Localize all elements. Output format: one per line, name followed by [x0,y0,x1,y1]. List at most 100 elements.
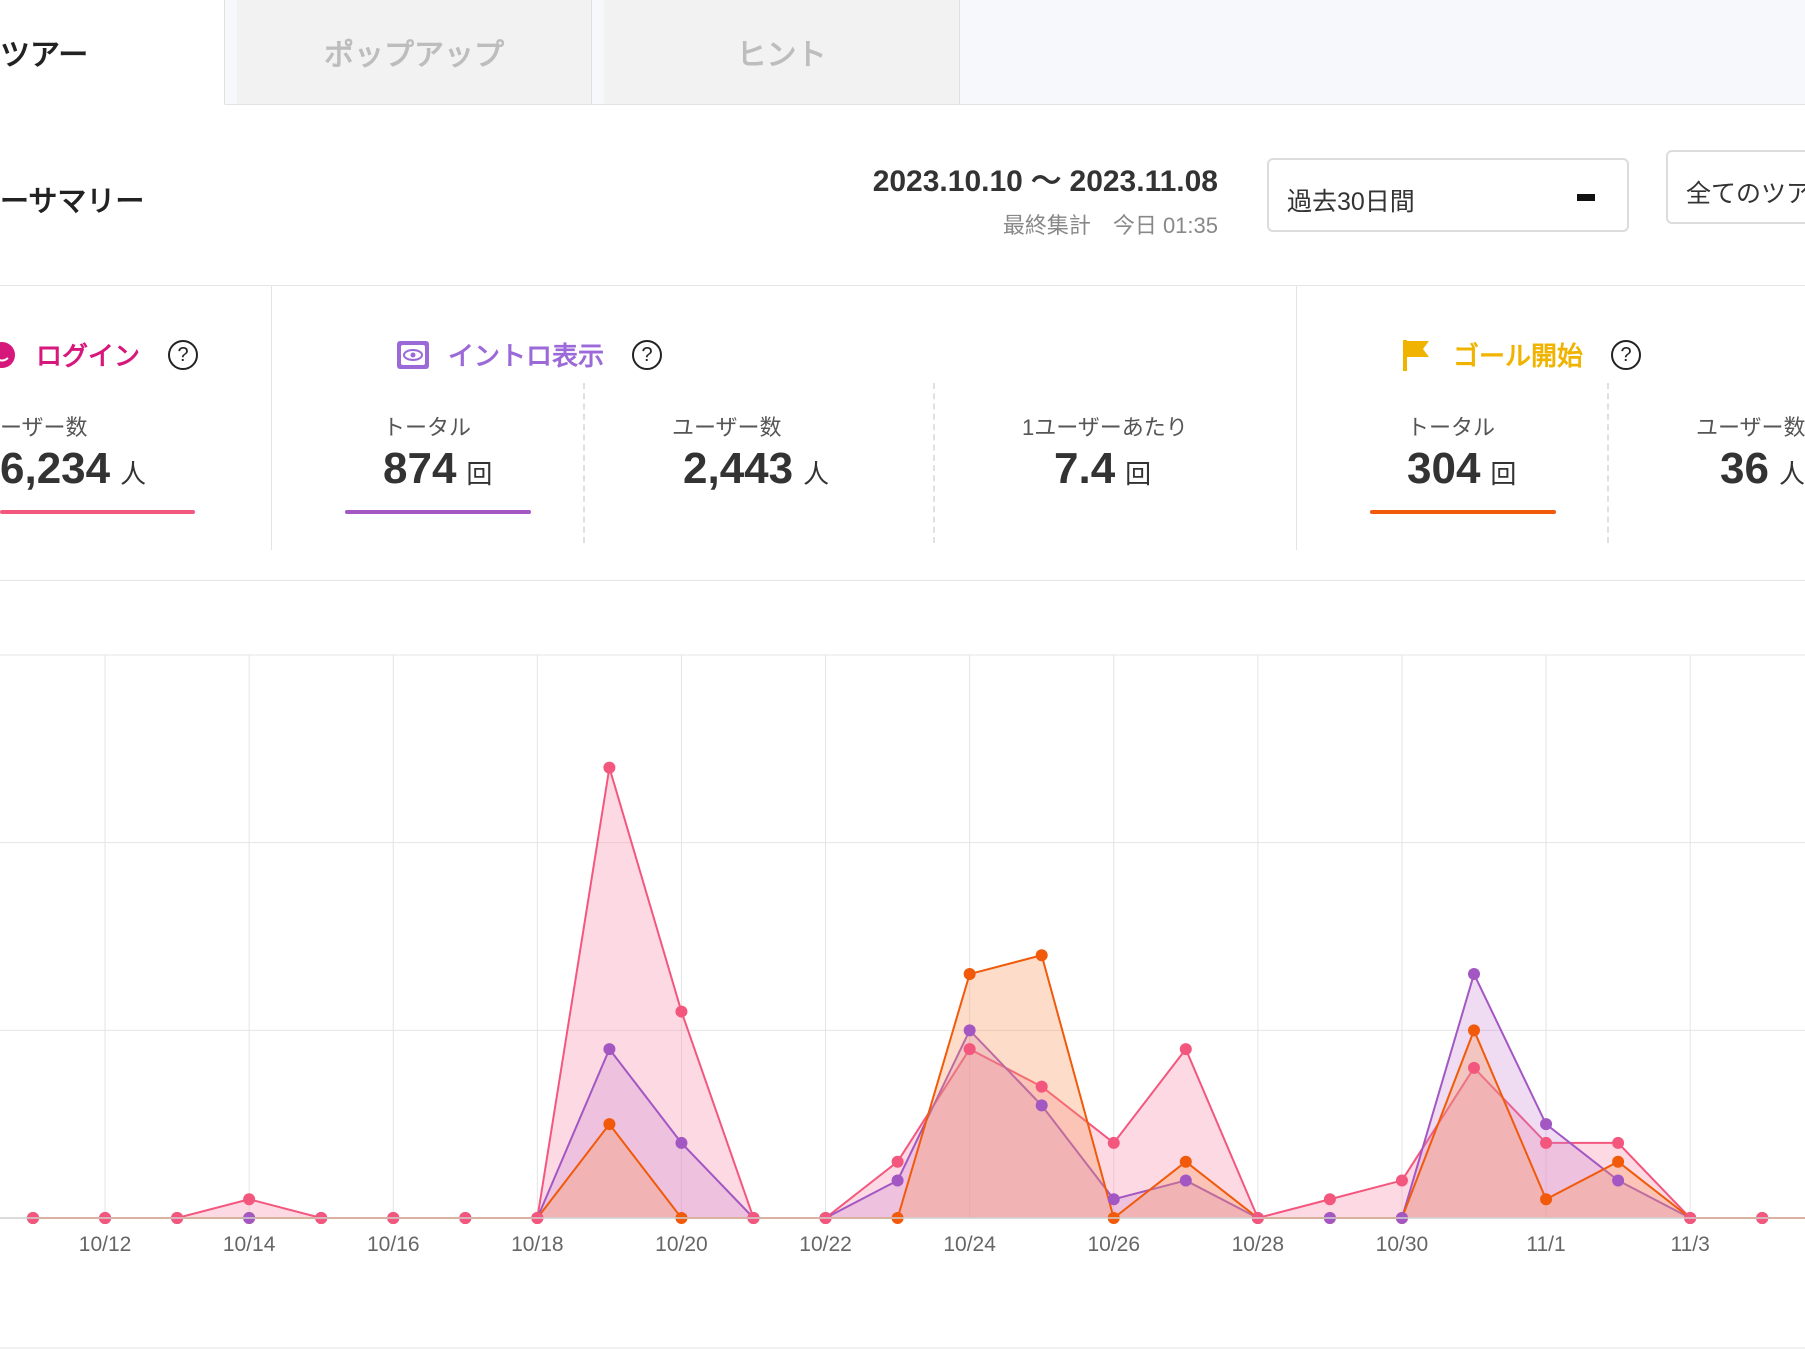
login-help-icon[interactable]: ? [168,339,199,370]
x-tick-label: 10/22 [799,1233,852,1256]
data-point [1468,968,1480,981]
data-point [1612,1174,1625,1187]
data-point [1395,1174,1408,1187]
tour-select-value: 全てのツア [1686,180,1805,208]
intro-help-icon[interactable]: ? [632,339,663,370]
data-point [1540,1193,1553,1206]
activity-chart: 10/12 10/14 10/16 10/18 10/20 10/22 10/24 10/26… [0,654,1805,1349]
tab-bar: ツアー ポップアップ ヒント [0,0,1805,105]
date-range: 2023.10.10 〜 2023.11.08 [872,165,1218,198]
data-point [1035,949,1048,962]
intro-total-value: 874 回 [383,444,492,494]
login-title-label: ログイン [36,341,141,371]
data-point [603,1118,616,1131]
login-section-title: ログイン ? [0,336,199,373]
x-tick-label: 10/16 [367,1233,420,1256]
x-tick-label: 10/20 [655,1233,708,1256]
data-point [1107,1136,1120,1149]
data-point [963,968,976,981]
goal-series-legend[interactable] [1370,510,1556,514]
last-aggregated: 最終集計 今日 01:35 [1002,213,1218,238]
intro-users-label: ユーザー数 [672,415,782,440]
goal-total-label: トータル [1407,415,1496,440]
x-tick-label: 10/28 [1232,1233,1285,1256]
login-users-number: 6,234 [0,444,111,493]
x-tick-label: 11/3 [1670,1233,1709,1256]
intro-total-label: トータル [383,415,472,440]
x-tick-label: 10/26 [1087,1233,1140,1256]
data-point [1107,1193,1120,1206]
data-point [603,1043,616,1056]
tab-tour[interactable]: ツアー [0,0,225,105]
x-tick-label: 11/1 [1526,1233,1565,1256]
metric-divider [583,383,585,543]
tab-hint[interactable]: ヒント [604,0,960,104]
tab-popup-label: ポップアップ [324,39,504,72]
goal-users-value: 36 人 [1720,444,1805,494]
divider [0,580,1805,581]
login-users-label: ーザー数 [0,415,88,440]
x-tick-label: 10/18 [511,1233,564,1256]
page-title: ーサマリー [0,186,145,218]
data-point [1468,1024,1480,1037]
data-point [243,1193,256,1206]
data-point [1179,1043,1192,1056]
goal-users-number: 36 [1720,444,1769,493]
section-divider [1296,286,1297,550]
x-tick-label: 10/30 [1376,1233,1429,1256]
intro-per-user-unit: 回 [1125,459,1152,489]
goal-title-label: ゴール開始 [1453,341,1584,371]
data-point [1323,1193,1336,1206]
intro-series-legend[interactable] [345,510,531,514]
goal-section-title: ゴール開始 ? [1401,336,1642,373]
data-point [1612,1155,1625,1168]
series-area [33,974,1805,1218]
series-area [33,955,1805,1218]
data-point [675,1136,688,1149]
period-select[interactable]: 過去30日間 [1267,158,1629,232]
data-point [1612,1136,1625,1149]
dropdown-icon [1577,194,1595,201]
divider [0,285,1805,286]
data-point [963,1043,976,1056]
goal-users-unit: 人 [1778,459,1805,489]
data-point [1179,1174,1192,1187]
tab-popup[interactable]: ポップアップ [237,0,592,104]
x-tick-label: 10/14 [223,1233,276,1256]
login-users-value: 6,234 人 [0,444,146,494]
intro-per-user-label: 1ユーザーあたり [1022,415,1188,440]
intro-section-title: イントロ表示 ? [396,336,663,373]
data-point [675,1005,688,1018]
data-point [1468,1061,1480,1074]
tour-select[interactable]: 全てのツア [1666,150,1805,224]
metric-divider [933,383,935,543]
goal-users-label: ユーザー数 [1696,415,1805,440]
section-divider [271,286,272,550]
login-users-unit: 人 [120,459,147,489]
face-icon [0,341,15,368]
data-point [891,1174,904,1187]
metric-divider [1607,383,1609,543]
data-point [1540,1136,1553,1149]
intro-total-number: 874 [383,444,457,493]
data-point [1035,1080,1048,1093]
series-area [33,767,1805,1218]
x-tick-label: 10/24 [943,1233,996,1256]
goal-help-icon[interactable]: ? [1611,339,1642,370]
intro-title-label: イントロ表示 [448,341,605,371]
intro-users-number: 2,443 [683,444,794,493]
data-point [1035,1099,1048,1112]
intro-per-user-number: 7.4 [1054,444,1116,493]
data-point [891,1155,904,1168]
data-point [1540,1118,1553,1131]
intro-users-unit: 人 [803,459,830,489]
goal-total-value: 304 回 [1407,444,1516,494]
intro-users-value: 2,443 人 [683,444,829,494]
goal-total-number: 304 [1407,444,1481,493]
login-series-legend[interactable] [0,510,195,514]
goal-total-unit: 回 [1490,459,1517,489]
x-tick-label: 10/12 [79,1233,132,1256]
tab-hint-label: ヒント [736,39,827,72]
data-point [603,761,616,774]
intro-per-user-value: 7.4 回 [1054,444,1151,494]
